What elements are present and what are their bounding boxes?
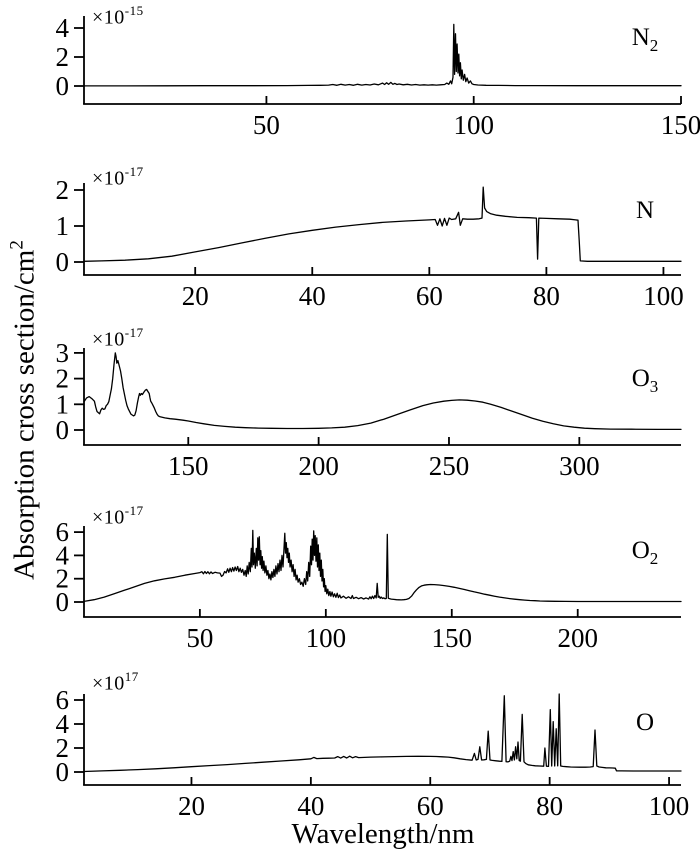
x-tick-label: 200 xyxy=(298,451,339,481)
scale-exponent: 17 xyxy=(124,669,139,684)
species-subscript: 2 xyxy=(649,549,659,568)
x-tick-label: 80 xyxy=(536,791,563,821)
y-tick-label: 0 xyxy=(56,247,70,277)
y-tick-label: 2 xyxy=(56,42,70,72)
y-tick-label: 0 xyxy=(56,587,70,617)
y-tick-label: 4 xyxy=(56,709,70,739)
absorption-curve xyxy=(83,186,682,262)
species-symbol: O xyxy=(631,537,650,564)
x-tick-label: 100 xyxy=(453,110,494,140)
y-tick-label: 2 xyxy=(56,175,70,205)
x-tick-label: 250 xyxy=(429,451,470,481)
y-tick-label: 2 xyxy=(56,364,70,394)
x-tick-label: 20 xyxy=(178,791,205,821)
y-tick-label: 0 xyxy=(56,757,70,787)
scale-label-n: ×10-17 xyxy=(92,164,144,191)
y-tick-label: 6 xyxy=(56,685,70,715)
scale-label-o2: ×10-17 xyxy=(92,503,144,530)
species-label-o: O xyxy=(636,709,654,741)
x-tick-label: 60 xyxy=(417,791,444,821)
species-subscript: 2 xyxy=(649,36,659,55)
species-symbol: O xyxy=(631,365,650,392)
plot-n: 20 40 60 80 100 0 1 2 xyxy=(56,175,684,311)
scale-exponent: -15 xyxy=(124,3,144,18)
panel-n2: 50 100 150 0 2 4 ×10-15 N2 xyxy=(0,0,700,145)
x-tick-label: 50 xyxy=(253,110,280,140)
scale-exponent: -17 xyxy=(124,164,144,179)
x-tick-label: 200 xyxy=(557,623,598,653)
x-tick-label: 20 xyxy=(182,281,209,311)
species-label-n2: N2 xyxy=(632,24,659,56)
x-tick-label: 100 xyxy=(649,791,690,821)
scale-base: ×10 xyxy=(92,506,125,529)
y-tick-label: 2 xyxy=(56,564,70,594)
panel-n: 20 40 60 80 100 0 1 2 ×10-17 N xyxy=(0,145,700,311)
y-tick-label: 0 xyxy=(56,415,70,445)
scale-base: ×10 xyxy=(92,167,125,190)
y-tick-label: 3 xyxy=(56,338,70,368)
scale-label-o3: ×10-17 xyxy=(92,325,144,352)
x-tick-label: 150 xyxy=(432,623,473,653)
panel-stack: 50 100 150 0 2 4 ×10-15 N2 20 40 60 80 100 0 1 2 ×10… xyxy=(0,0,700,821)
x-tick-label: 300 xyxy=(559,451,600,481)
x-tick-label: 50 xyxy=(186,623,213,653)
species-symbol: N xyxy=(631,24,650,51)
y-tick-label: 1 xyxy=(56,211,70,241)
scale-label-o: ×1017 xyxy=(92,669,139,696)
absorption-curve xyxy=(83,23,682,87)
y-tick-label: 0 xyxy=(56,71,70,101)
x-tick-label: 40 xyxy=(297,791,324,821)
scale-exponent: -17 xyxy=(124,325,144,340)
absorption-curve xyxy=(83,529,682,603)
x-tick-label: 100 xyxy=(643,281,684,311)
species-symbol: N xyxy=(635,197,655,224)
species-subscript: 3 xyxy=(649,377,659,396)
scale-exponent: -17 xyxy=(124,503,144,518)
x-tick-label: 150 xyxy=(168,451,209,481)
scale-base: ×10 xyxy=(92,328,125,351)
absorption-curve xyxy=(83,693,682,773)
species-symbol: O xyxy=(635,709,655,736)
x-tick-label: 80 xyxy=(533,281,560,311)
x-tick-label: 40 xyxy=(299,281,326,311)
y-tick-label: 1 xyxy=(56,389,70,419)
x-axis-label: Wavelength/nm xyxy=(291,818,475,850)
y-tick-label: 6 xyxy=(56,517,70,547)
species-label-o2: O2 xyxy=(632,537,659,569)
absorption-curve xyxy=(83,352,682,431)
x-tick-label: 150 xyxy=(661,110,700,140)
y-tick-label: 4 xyxy=(56,13,70,43)
panel-o2: 50 100 150 200 0 2 4 6 ×10-17 O2 xyxy=(0,478,700,653)
x-tick-label: 60 xyxy=(416,281,443,311)
scale-base: ×10 xyxy=(92,6,125,29)
species-label-o3: O3 xyxy=(632,365,659,397)
panel-o3: 150 200 250 300 0 1 2 3 ×10-17 O3 xyxy=(0,310,700,481)
panel-o: 20 40 60 80 100 0 2 4 6 ×1017 O xyxy=(0,648,700,821)
scale-base: ×10 xyxy=(92,672,125,695)
y-tick-label: 4 xyxy=(56,540,70,570)
y-tick-label: 2 xyxy=(56,733,70,763)
species-label-n: N xyxy=(636,197,654,229)
scale-label-n2: ×10-15 xyxy=(92,3,144,30)
x-tick-label: 100 xyxy=(306,623,347,653)
